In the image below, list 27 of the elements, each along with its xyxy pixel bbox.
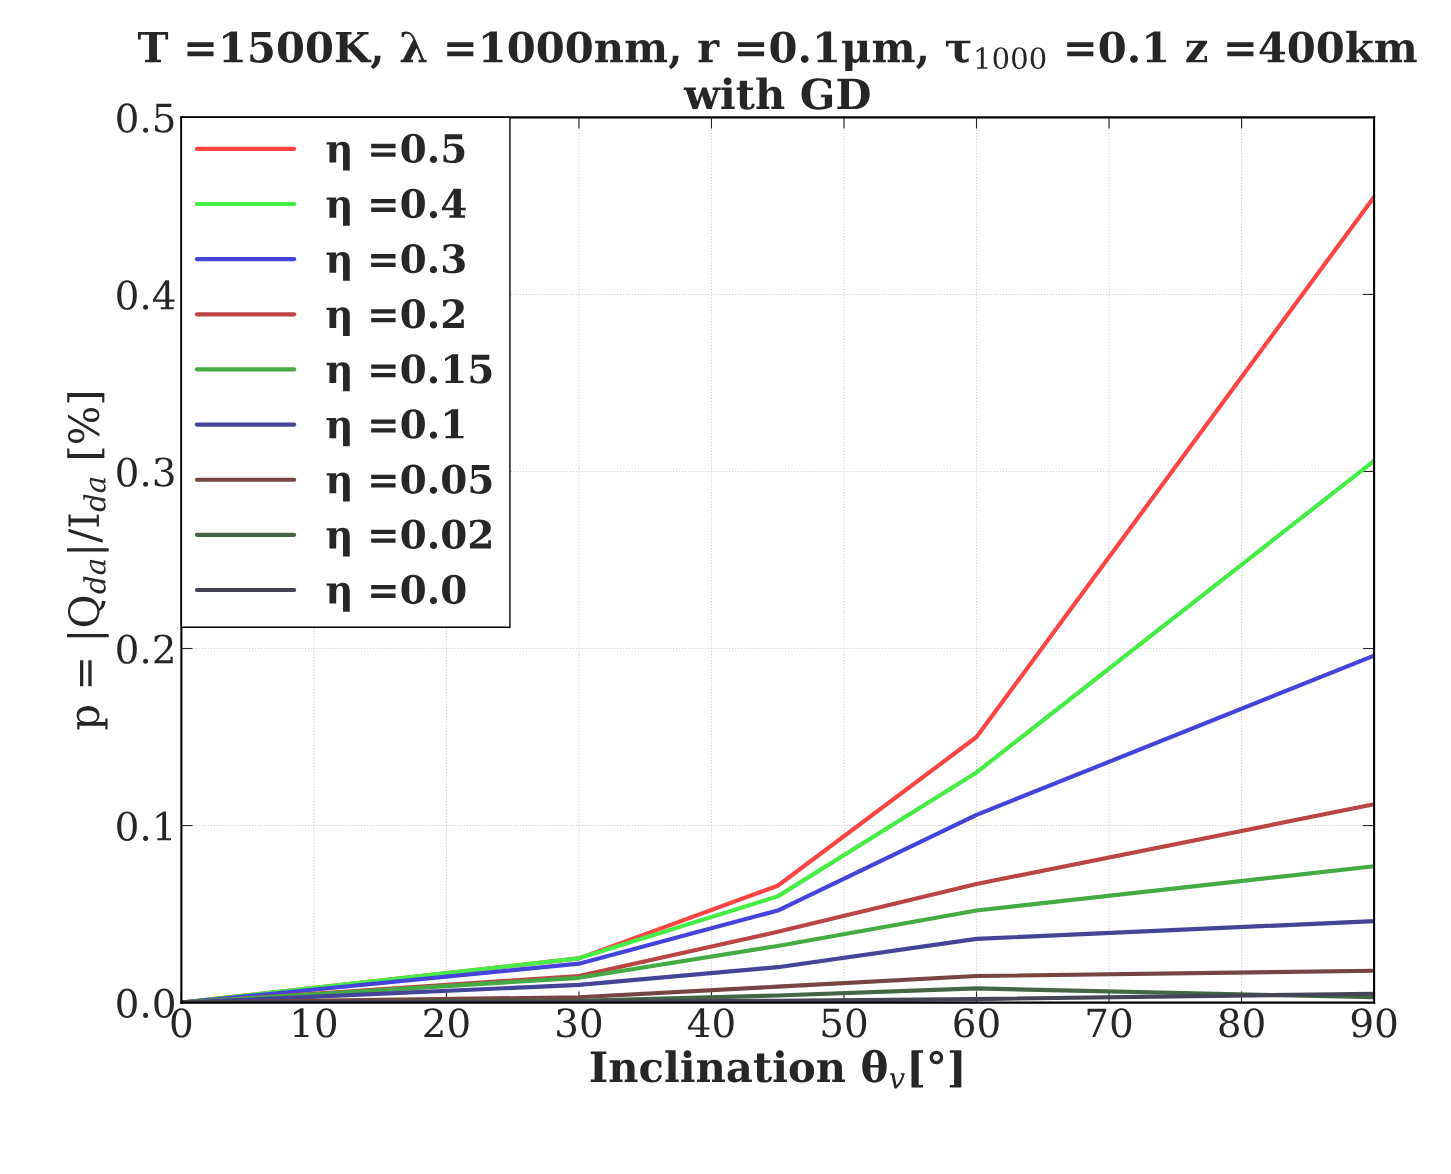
y-tick-label: 0.2 [117, 634, 173, 664]
y-tick-label: 0.3 [117, 457, 174, 487]
y-tick-label: 0.5 [117, 103, 174, 133]
x-tick-label: 50 [822, 1008, 867, 1038]
chart-title: T =1500K, λ =1000nm, r =0.1μm, τ$_{1000}$ =0.1 z =400km [138, 30, 1417, 71]
legend-label: η =0.02 [326, 519, 491, 557]
legend-label: η =0.05 [326, 464, 492, 502]
x-tick-label: 30 [557, 1008, 602, 1038]
y-axis-title: p = |Q$_{da}$|/I$_{da}$ [%] [67, 393, 109, 730]
legend-label: η =0.2 [326, 299, 464, 336]
legend-label: η =0.4 [326, 188, 466, 226]
x-tick-label: 80 [1219, 1008, 1264, 1038]
legend-label: η =0.5 [326, 133, 465, 171]
x-tick-label: 20 [424, 1008, 469, 1038]
y-tick-label: 0.1 [117, 811, 171, 841]
x-tick-label: 10 [293, 1008, 337, 1038]
legend-label: η =0.15 [326, 354, 492, 392]
x-axis-title: Inclination θ$_{v}$[°] [590, 1049, 962, 1089]
x-tick-label: 40 [687, 1008, 734, 1038]
y-tick-label: 0.4 [117, 280, 175, 310]
legend-label: η =0.3 [326, 243, 465, 281]
legend-label: η =0.0 [326, 574, 466, 612]
chart-subtitle: with GD [683, 77, 870, 110]
x-tick-label: 70 [1087, 1008, 1132, 1038]
legend-label: η =0.1 [326, 409, 464, 447]
x-tick-label: 60 [954, 1008, 999, 1038]
x-tick-label: 90 [1351, 1008, 1397, 1038]
